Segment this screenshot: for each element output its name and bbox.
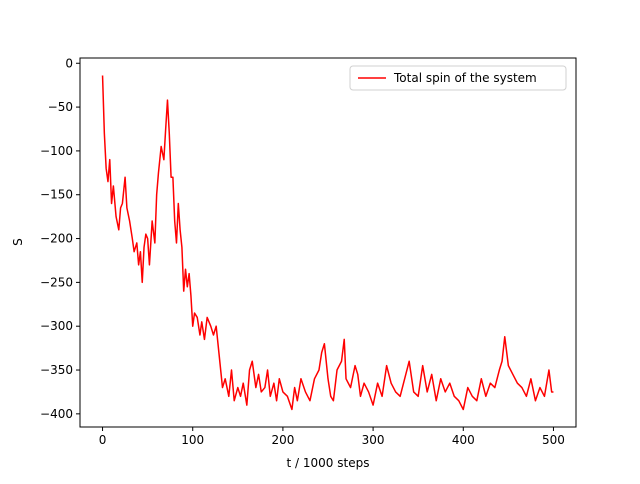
y-tick-label: −150 (40, 188, 73, 202)
x-tick-label: 400 (452, 433, 475, 447)
x-tick-label: 200 (271, 433, 294, 447)
y-tick-label: −400 (40, 407, 73, 421)
y-tick-label: −50 (48, 100, 73, 114)
x-tick-label: 300 (362, 433, 385, 447)
plot-frame (79, 57, 577, 428)
legend-label: Total spin of the system (393, 71, 537, 85)
y-tick-label: −350 (40, 363, 73, 377)
x-tick-label: 500 (542, 433, 565, 447)
x-axis-label: t / 1000 steps (287, 456, 370, 470)
y-tick-label: −200 (40, 232, 73, 246)
x-tick-label: 0 (99, 433, 107, 447)
y-tick-label: −100 (40, 144, 73, 158)
y-tick-label: 0 (65, 56, 73, 70)
legend-box (349, 65, 567, 91)
line (101, 75, 554, 411)
y-axis-label: S (11, 238, 25, 246)
y-tick-label: −300 (40, 319, 73, 333)
x-tick-label: 100 (181, 433, 204, 447)
y-tick-label: −250 (40, 275, 73, 289)
